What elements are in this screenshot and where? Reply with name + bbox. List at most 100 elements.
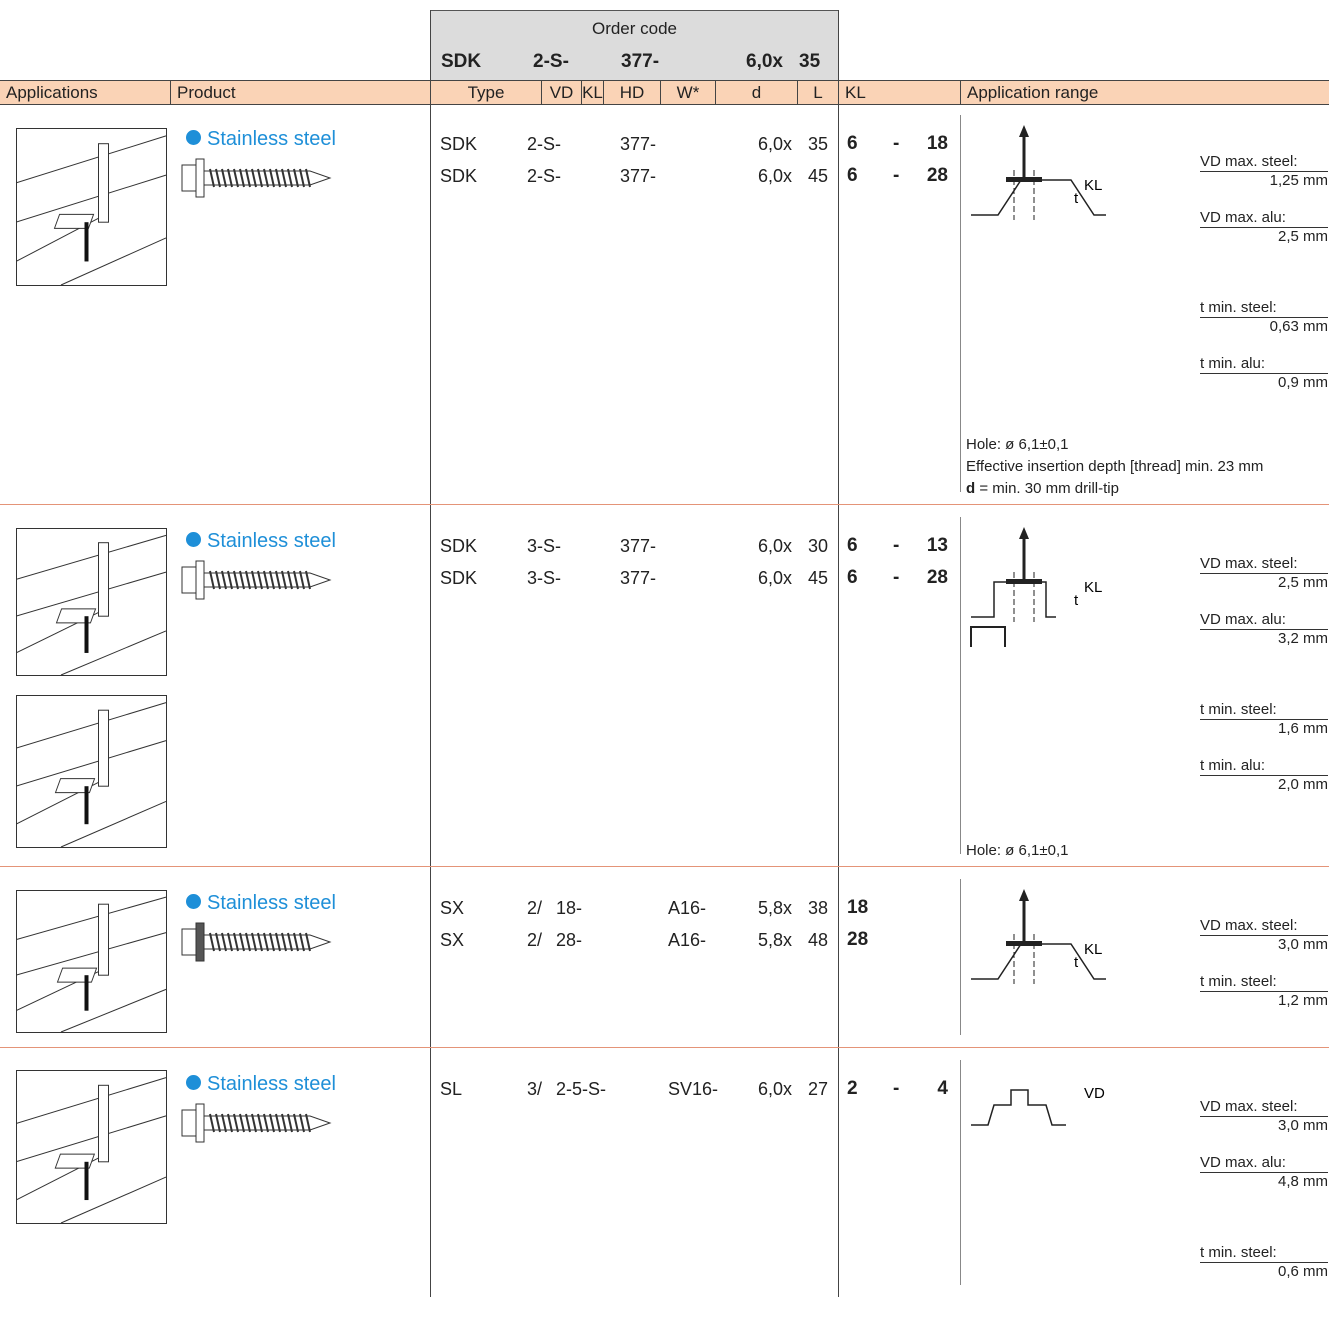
drawing bbox=[251, 570, 257, 590]
drawing bbox=[1019, 527, 1029, 539]
drawing bbox=[60, 630, 167, 676]
clamp-length: 28 bbox=[926, 567, 948, 588]
drawing bbox=[287, 168, 293, 188]
diagram-label: KL bbox=[1084, 177, 1102, 194]
order-code-cell: 38 bbox=[807, 898, 828, 918]
product-name: Stainless steel bbox=[186, 128, 336, 151]
drawing bbox=[181, 1109, 197, 1137]
spec-value: 3,0 mm bbox=[1277, 1117, 1328, 1134]
drawing bbox=[195, 1103, 205, 1143]
drawing bbox=[281, 570, 287, 590]
drawing bbox=[181, 928, 197, 956]
drawing bbox=[281, 1113, 287, 1133]
order-code-cell: 2/ bbox=[527, 930, 543, 950]
order-code-cell: A16- bbox=[668, 930, 707, 950]
diagram-label: t bbox=[1074, 954, 1079, 971]
clamp-length: 2 bbox=[847, 1078, 858, 1099]
note-bold: d bbox=[966, 480, 976, 497]
spec-label: t min. alu: bbox=[1200, 757, 1328, 776]
drawing bbox=[16, 135, 167, 184]
drawing bbox=[227, 168, 233, 188]
order-code-cell: SDK bbox=[440, 166, 478, 186]
spec-list: VD max. steel: 3,0 mm VD max. alu: 4,8 mm t … bbox=[1200, 1098, 1328, 1334]
drawing bbox=[263, 168, 269, 188]
clamp-length: 18 bbox=[926, 133, 948, 154]
drawing bbox=[98, 903, 109, 976]
drawing bbox=[257, 168, 263, 188]
application-diagram: KL t bbox=[970, 527, 1102, 647]
drawing bbox=[181, 164, 197, 192]
spec-label: VD max. steel: bbox=[1200, 1098, 1328, 1117]
clamp-length: 6 bbox=[847, 535, 858, 556]
drawing bbox=[293, 570, 299, 590]
spec-value: 2,5 mm bbox=[1277, 228, 1328, 245]
screw-image bbox=[181, 560, 332, 600]
drawing bbox=[275, 932, 281, 952]
drawing bbox=[299, 1113, 305, 1133]
drawing bbox=[16, 174, 167, 223]
spec-value: 0,9 mm bbox=[1277, 374, 1328, 391]
header-row: Applications Product Type VD KL HD W* d L KL Appli… bbox=[0, 80, 1329, 105]
drawing bbox=[215, 570, 221, 590]
order-code-cell: 2-5-S- bbox=[556, 1079, 607, 1099]
spec-label: VD max. alu: bbox=[1200, 209, 1328, 228]
spec-group: VD max. steel: 3,0 mm VD max. alu: 4,8 mm bbox=[1200, 1098, 1328, 1210]
order-code-cell: SDK bbox=[440, 536, 478, 556]
clamp-length: 28 bbox=[847, 929, 869, 950]
diagram-label: t bbox=[1074, 190, 1079, 207]
application-image bbox=[16, 890, 167, 1033]
spec-group: VD max. steel: 3,0 mm t min. steel: 1,2 mm bbox=[1200, 917, 1328, 1029]
drawing bbox=[98, 542, 109, 617]
drawing bbox=[233, 1113, 239, 1133]
order-code-cell: SV16- bbox=[668, 1079, 719, 1099]
screw-image bbox=[181, 922, 332, 962]
column-header: Application range bbox=[960, 81, 1329, 104]
spec-value: 2,5 mm bbox=[1277, 574, 1328, 591]
drawing bbox=[269, 168, 275, 188]
drawing bbox=[16, 571, 167, 617]
spec: t min. alu: 2,0 mm bbox=[1200, 757, 1328, 813]
order-code-cell: 6,0x bbox=[757, 568, 792, 588]
range-rule bbox=[960, 1060, 961, 1285]
drawing bbox=[195, 922, 205, 962]
clamp-length: 6 bbox=[847, 567, 858, 588]
drawing bbox=[299, 570, 305, 590]
notes: Hole: ø 6,1±0,1 Effective insertion depth… bbox=[966, 434, 1263, 500]
spec: t min. steel: 0,63 mm bbox=[1200, 299, 1328, 355]
drawing bbox=[16, 1070, 167, 1224]
order-code-cell: 6,0x bbox=[757, 536, 792, 556]
diagram-label: KL bbox=[1084, 579, 1102, 596]
order-code-part: 6,0x bbox=[746, 51, 783, 72]
drawing bbox=[239, 1113, 245, 1133]
column-rule bbox=[430, 10, 431, 1297]
order-code-cell: 377- bbox=[620, 134, 657, 154]
drawing bbox=[293, 932, 299, 952]
drawing bbox=[215, 168, 221, 188]
drawing bbox=[16, 128, 167, 286]
drawing bbox=[293, 1113, 299, 1133]
product-name: Stainless steel bbox=[186, 892, 336, 915]
spec-group: VD max. steel: 1,25 mm VD max. alu: 2,5 mm bbox=[1200, 153, 1328, 265]
drawing bbox=[55, 608, 97, 624]
spec: t min. steel: 1,6 mm bbox=[1200, 701, 1328, 757]
order-code-cell: 2/ bbox=[527, 898, 543, 918]
drawing bbox=[60, 988, 167, 1033]
drawing bbox=[281, 932, 287, 952]
drawing bbox=[305, 168, 311, 188]
clamp-length: 18 bbox=[847, 897, 869, 918]
spec-label: VD max. steel: bbox=[1200, 917, 1328, 936]
drawing bbox=[54, 1153, 96, 1169]
drawing bbox=[269, 1113, 275, 1133]
drawing bbox=[221, 932, 227, 952]
order-code-cell: SL bbox=[440, 1079, 463, 1099]
table-row: Stainless steel SDK 2-S- 377- 6,0x 35 6 - 18 SDK 2… bbox=[0, 103, 1329, 505]
order-code-cell: 18- bbox=[556, 898, 583, 918]
order-code-cell: 30 bbox=[807, 536, 828, 556]
range-rule bbox=[960, 115, 961, 492]
drawing bbox=[275, 570, 281, 590]
drawing bbox=[209, 168, 215, 188]
column-header: W* bbox=[660, 81, 715, 104]
spec-value: 1,2 mm bbox=[1277, 992, 1328, 1009]
drawing bbox=[221, 168, 227, 188]
order-code-cell: 48 bbox=[807, 930, 828, 950]
